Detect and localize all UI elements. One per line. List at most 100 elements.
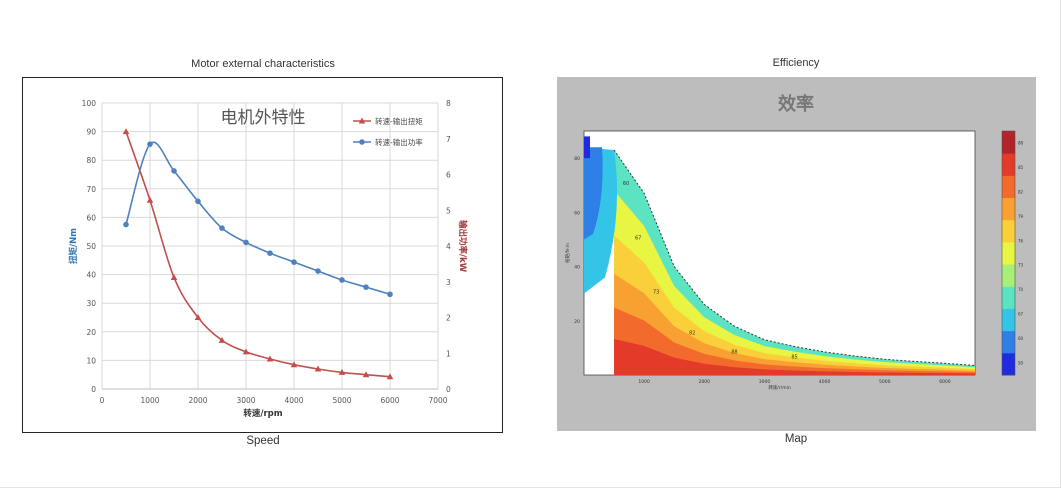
map-y-tick-label: 20 bbox=[574, 319, 580, 325]
map-y-tick-label: 60 bbox=[574, 210, 580, 216]
colorbar-segment bbox=[1002, 286, 1015, 309]
efficiency-map-chart: 效率 88 85 82 73 67 60 1000 2000 3000 4000 5000 6000 20… bbox=[564, 93, 1024, 391]
colorbar-segment bbox=[1002, 264, 1015, 287]
x-tick-label: 2000 bbox=[188, 396, 207, 405]
map-y-axis-label: 扭矩/N·m bbox=[564, 243, 571, 263]
efficiency-band bbox=[614, 307, 975, 375]
efficiency-band bbox=[614, 338, 975, 375]
contour-label: 60 bbox=[623, 181, 629, 187]
power-point bbox=[387, 291, 393, 298]
right-panel-caption: Efficiency bbox=[772, 57, 820, 69]
y-right-tick-label: 2 bbox=[446, 314, 451, 323]
power-point bbox=[123, 221, 129, 228]
power-point bbox=[291, 259, 297, 265]
colorbar-segment bbox=[1002, 241, 1015, 265]
y-left-tick-label: 0 bbox=[91, 385, 96, 394]
series-line-circle bbox=[125, 141, 391, 296]
map-x-tick-label: 5000 bbox=[879, 379, 891, 385]
torque-point bbox=[290, 361, 298, 368]
max-torque-boundary bbox=[613, 149, 976, 367]
torque-point bbox=[386, 373, 394, 380]
legend-marker bbox=[358, 117, 366, 124]
power-point bbox=[171, 168, 177, 174]
power-point bbox=[195, 198, 201, 205]
y-left-tick-label: 70 bbox=[86, 185, 96, 194]
legend-marker bbox=[359, 139, 365, 145]
power-point bbox=[267, 250, 273, 256]
colorbar-tick-label: 85 bbox=[1018, 165, 1024, 170]
y-right-tick-label: 8 bbox=[446, 99, 451, 108]
motor-chart-panel: 0 1000 2000 3000 4000 5000 6000 7000 0 10 20 30 40 50… bbox=[22, 77, 503, 433]
efficiency-band bbox=[614, 235, 975, 375]
right-panel-subcaption: Map bbox=[784, 433, 808, 445]
torque-point bbox=[242, 348, 250, 355]
left-panel-caption: Motor external characteristics bbox=[191, 58, 335, 70]
colorbar-tick-label: 76 bbox=[1018, 238, 1024, 243]
contour-label: 67 bbox=[635, 235, 641, 241]
power-point bbox=[315, 268, 321, 274]
map-x-tick-label: 3000 bbox=[759, 379, 771, 385]
colorbar-segment bbox=[1002, 175, 1015, 199]
chart-title: 电机外特性 bbox=[221, 108, 306, 128]
power-point bbox=[243, 239, 249, 246]
colorbar-segment bbox=[1002, 153, 1015, 176]
left-panel-subcaption: Speed bbox=[246, 435, 280, 447]
map-x-tick-label: 2000 bbox=[699, 379, 711, 385]
y-left-tick-label: 20 bbox=[86, 328, 96, 337]
power-point bbox=[363, 284, 369, 290]
torque-point bbox=[122, 128, 130, 135]
efficiency-map-panel: 效率 88 85 82 73 67 60 1000 2000 3000 4000 5000 6000 20… bbox=[557, 77, 1036, 431]
colorbar-tick-label: 73 bbox=[1018, 263, 1024, 268]
contour-label: 88 bbox=[731, 349, 737, 355]
colorbar-frame bbox=[1001, 130, 1016, 376]
torque-point bbox=[338, 368, 346, 375]
colorbar-segment bbox=[1002, 131, 1015, 154]
contour-label: 85 bbox=[791, 355, 797, 361]
power-point bbox=[219, 225, 225, 231]
x-tick-label: 1000 bbox=[140, 396, 159, 405]
colorbar-tick-label: 70 bbox=[1018, 287, 1024, 292]
map-y-tick-label: 40 bbox=[574, 265, 580, 271]
contour-label: 73 bbox=[653, 290, 659, 296]
colorbar-tick-label: 50 bbox=[1018, 360, 1024, 365]
torque-point bbox=[362, 371, 370, 378]
colorbar-tick-label: 67 bbox=[1018, 312, 1024, 317]
y-right-tick-label: 4 bbox=[446, 242, 451, 251]
x-tick-label: 4000 bbox=[284, 396, 303, 405]
x-axis-label: 转速/rpm bbox=[243, 408, 282, 419]
colorbar-tick-label: 82 bbox=[1018, 190, 1024, 195]
y-right-tick-label: 0 bbox=[446, 385, 451, 394]
y-left-tick-label: 40 bbox=[86, 271, 96, 280]
y-right-tick-label: 5 bbox=[446, 206, 451, 215]
y-left-tick-label: 60 bbox=[86, 213, 96, 222]
power-point bbox=[339, 277, 345, 283]
map-x-axis-label: 转速/r/min bbox=[768, 384, 791, 391]
x-tick-label: 3000 bbox=[236, 396, 255, 405]
map-x-tick-label: 6000 bbox=[939, 379, 951, 385]
colorbar-segment bbox=[1002, 308, 1015, 332]
y-right-tick-label: 1 bbox=[446, 349, 451, 358]
torque-point bbox=[218, 336, 226, 343]
y-left-tick-label: 100 bbox=[82, 99, 97, 108]
x-tick-label: 5000 bbox=[332, 396, 351, 405]
efficiency-band bbox=[614, 273, 975, 375]
y-left-tick-label: 30 bbox=[86, 299, 96, 308]
map-y-tick-label: 80 bbox=[574, 156, 580, 162]
colorbar-segment bbox=[1002, 330, 1015, 354]
legend-label: 转速-输出扭矩 bbox=[375, 116, 423, 126]
colorbar-segment bbox=[1002, 197, 1015, 221]
y-left-tick-label: 80 bbox=[86, 156, 96, 165]
colorbar-tick-label: 79 bbox=[1018, 214, 1024, 219]
x-tick-label: 6000 bbox=[380, 396, 399, 405]
contour-label: 82 bbox=[689, 330, 695, 336]
torque-point bbox=[266, 355, 274, 362]
map-x-tick-label: 4000 bbox=[819, 379, 831, 385]
colorbar-tick-label: 88 bbox=[1018, 141, 1024, 146]
y-right-tick-label: 3 bbox=[446, 278, 451, 287]
colorbar-tick-label: 60 bbox=[1018, 336, 1024, 341]
colorbar-segment bbox=[1002, 219, 1015, 243]
torque-point bbox=[194, 314, 202, 320]
x-tick-label: 7000 bbox=[428, 396, 447, 405]
y-left-axis-label: 扭矩/Nm bbox=[68, 228, 79, 264]
y-right-axis-label: 输出功率/kW bbox=[457, 220, 468, 273]
